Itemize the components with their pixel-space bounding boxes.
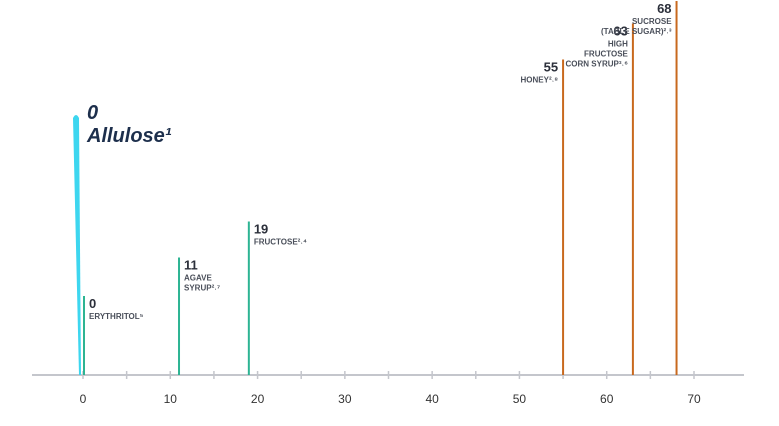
value-label-sucrose: 68 [657, 1, 671, 16]
value-label-hfcs: 63 [613, 24, 627, 39]
x-tick-label: 30 [338, 392, 352, 406]
label-erythritol: ERYTHRITOL⁵ [89, 312, 144, 321]
label-allulose: Allulose¹ [86, 125, 172, 147]
x-tick-label: 70 [687, 392, 701, 406]
x-tick-label: 20 [251, 392, 265, 406]
label-sucrose: (TABLE SUGAR)²˒³ [601, 27, 672, 36]
label-hfcs: CORN SYRUP³˒⁶ [566, 60, 629, 69]
x-tick-label: 40 [425, 392, 439, 406]
x-tick-label: 10 [164, 392, 178, 406]
label-sucrose: SUCROSE [632, 17, 672, 26]
label-honey: HONEY²˒⁸ [521, 76, 559, 85]
value-label-agave: 11 [184, 258, 198, 273]
label-fructose: FRUCTOSE²˒⁴ [254, 238, 307, 247]
value-label-fructose: 19 [254, 222, 268, 237]
label-agave: AGAVE [184, 274, 213, 283]
x-tick-label: 60 [600, 392, 614, 406]
x-tick-label: 0 [80, 392, 87, 406]
value-label-allulose: 0 [87, 102, 98, 124]
value-label-honey: 55 [544, 60, 558, 75]
label-agave: SYRUP²˒⁷ [184, 284, 220, 293]
value-label-erythritol: 0 [89, 296, 96, 311]
label-hfcs: FRUCTOSE [584, 50, 629, 59]
label-hfcs: HIGH [608, 40, 628, 49]
x-tick-label: 50 [513, 392, 527, 406]
bar-allulose [73, 115, 81, 375]
